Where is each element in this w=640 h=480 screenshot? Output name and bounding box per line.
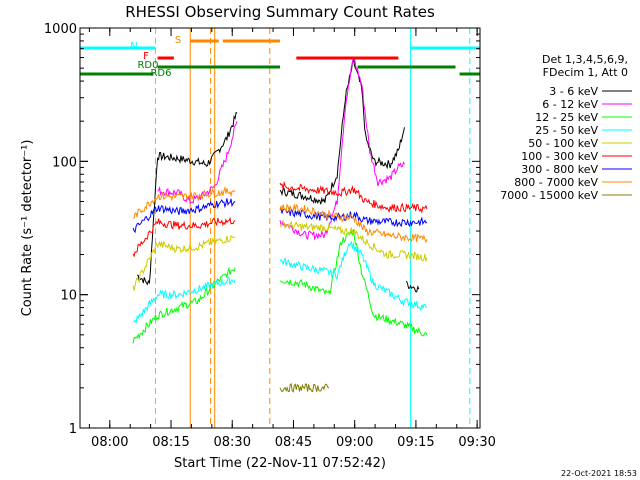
x-tick-label: 09:15 (397, 435, 434, 450)
x-tick-label: 08:45 (275, 435, 312, 450)
series-line-1-seg-1 (279, 58, 405, 241)
legend-label: 7000 - 15000 keV (500, 189, 598, 202)
state-bar-label-rd0: RD0 (137, 60, 158, 71)
series-line-3-seg-1 (279, 240, 428, 312)
state-bar-rd6-1 (459, 72, 480, 76)
y-axis-ticks: 1 10 100 1000 (44, 22, 480, 437)
state-bar-label-s: S (175, 35, 181, 46)
legend: Det 1,3,4,5,6,9,FDecim 1, Att 0 3 - 6 keV… (500, 53, 632, 202)
state-bar-s-1 (222, 39, 280, 43)
state-bar-rd6-0 (80, 72, 154, 76)
series-line-4-seg-0 (132, 235, 236, 291)
state-bar-n-0 (80, 46, 156, 50)
series-line-7-seg-0 (133, 186, 236, 219)
state-bar-label-f: F (143, 51, 149, 62)
series-line-4-seg-1 (279, 219, 428, 262)
legend-label: 25 - 50 keV (535, 124, 598, 137)
series-line-2-seg-0 (132, 266, 236, 344)
state-bar-n-1 (410, 46, 480, 50)
legend-label: 12 - 25 keV (535, 111, 598, 124)
legend-label: 3 - 6 keV (549, 85, 598, 98)
plot-frame (79, 27, 481, 429)
mode-vertical-lines (79, 28, 471, 428)
y-tick-label: 10 (60, 289, 77, 304)
state-bars (80, 39, 480, 76)
legend-label: 50 - 100 keV (528, 137, 598, 150)
series-line-3-seg-0 (132, 276, 236, 324)
series-line-5-seg-1 (279, 180, 428, 214)
y-tick-label: 1 (69, 422, 77, 437)
state-bar-label-n: N (130, 41, 137, 52)
series-line-0-seg-0 (137, 111, 238, 286)
state-bar-f-1 (296, 56, 399, 60)
state-bar-rd0-1 (357, 65, 456, 69)
series-line-6-seg-0 (132, 198, 236, 234)
x-tick-label: 08:00 (91, 435, 128, 450)
series-line-5-seg-0 (132, 216, 236, 258)
series-line-8-seg-0 (279, 383, 330, 393)
legend-header-line: Det 1,3,4,5,6,9, (542, 53, 628, 66)
state-bar-f-0 (157, 56, 174, 60)
legend-label: 6 - 12 keV (542, 98, 598, 111)
y-tick-label: 100 (52, 155, 77, 170)
series-line-0-seg-2 (406, 280, 420, 293)
x-tick-label: 09:30 (458, 435, 495, 450)
legend-label: 100 - 300 keV (521, 150, 598, 163)
series-line-0-seg-1 (279, 58, 405, 205)
y-axis-label: Count Rate (s⁻¹ detector⁻¹) (20, 140, 35, 317)
state-bar-s-0 (190, 39, 219, 43)
legend-label: 300 - 800 keV (521, 163, 598, 176)
x-axis-label: Start Time (22-Nov-11 07:52:42) (174, 456, 386, 471)
series-line-7-seg-1 (279, 203, 428, 244)
legend-header-line: FDecim 1, Att 0 (543, 66, 628, 79)
footer-timestamp: 22-Oct-2021 18:53 (561, 469, 637, 478)
state-bar-rd0-0 (157, 65, 280, 69)
state-bar-label-rd6: RD6 (150, 68, 171, 79)
x-tick-label: 08:30 (214, 435, 251, 450)
x-axis-ticks: 08:00 08:15 08:30 08:45 09:00 09:15 09:30 (88, 28, 496, 450)
chart-title: RHESSI Observing Summary Count Rates (125, 3, 435, 21)
x-tick-label: 08:15 (152, 435, 189, 450)
y-tick-label: 1000 (44, 22, 77, 37)
series-lines (132, 58, 428, 393)
legend-label: 800 - 7000 keV (514, 176, 598, 189)
series-line-2-seg-1 (279, 229, 428, 337)
x-tick-label: 09:00 (336, 435, 373, 450)
